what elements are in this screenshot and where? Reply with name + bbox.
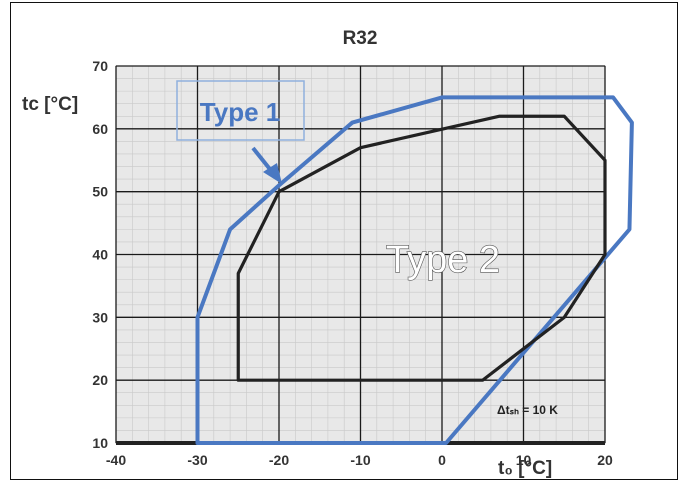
x-tick-label: -20	[269, 452, 289, 468]
y-tick-label: 30	[92, 309, 108, 325]
series-type-2-envelope	[236, 114, 607, 382]
series-group	[195, 95, 634, 445]
x-tick-label: -30	[187, 452, 207, 468]
x-tick-label: 0	[438, 452, 446, 468]
type1-label: Type 1	[200, 97, 280, 127]
y-tick-label: 70	[92, 58, 108, 74]
superheat-note: Δtₛₕ = 10 K	[497, 403, 558, 417]
x-tick-labels: -40 -30 -20 -10 0 10 20	[106, 452, 613, 468]
type2-label: Type 2	[386, 239, 500, 281]
x-tick-label: -40	[106, 452, 126, 468]
x-tick-label: 10	[516, 452, 532, 468]
y-tick-labels: 10 20 30 40 50 60 70	[92, 58, 108, 451]
y-tick-label: 20	[92, 372, 108, 388]
y-tick-label: 10	[92, 435, 108, 451]
x-axis-label: t₀ [°C]	[498, 458, 552, 479]
y-tick-label: 50	[92, 184, 108, 200]
chart-title: R32	[343, 28, 378, 49]
type1-label-box	[176, 80, 305, 141]
x-tick-label: -10	[350, 452, 370, 468]
series-type-1-envelope	[195, 95, 634, 445]
x-tick-label: 20	[597, 452, 613, 468]
type1-arrow-head	[263, 163, 282, 184]
y-tick-label: 60	[92, 121, 108, 137]
y-tick-label: 40	[92, 247, 108, 263]
y-axis-label: tᴄ [°C]	[22, 94, 78, 115]
